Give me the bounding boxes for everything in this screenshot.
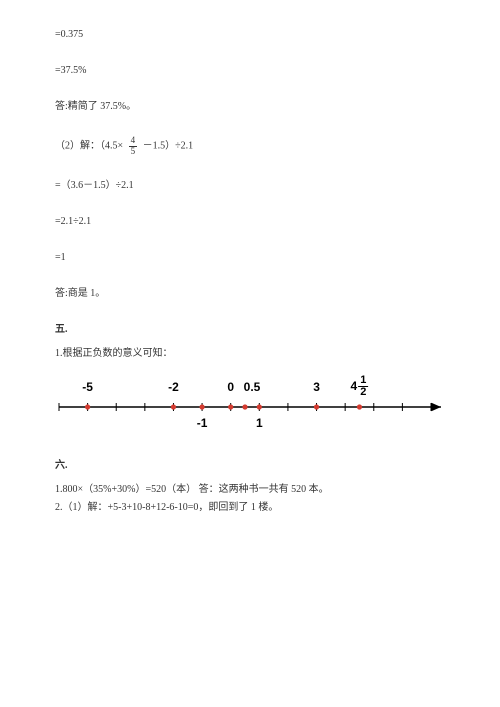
number-line-label: 0: [227, 379, 234, 396]
problem-2-intro: （2）解：（4.5× 4 5 －1.5）÷2.1: [55, 136, 445, 157]
number-line-diagram: -5-2-100.513412: [55, 379, 445, 437]
calc-step: =37.5%: [55, 64, 445, 78]
denominator: 5: [129, 147, 138, 157]
fraction-4-5: 4 5: [129, 136, 138, 157]
answer-line: 答:商是 1。: [55, 287, 445, 301]
number-line-label: -1: [197, 415, 208, 432]
section-5-item: 1.根据正负数的意义可知：: [55, 347, 445, 361]
number-line-label-fraction: 412: [351, 375, 369, 398]
calc-step: =0.375: [55, 28, 445, 42]
section-6-item: 2.（1）解：+5-3+10-8+12-6-10=0，即回到了 1 楼。: [55, 501, 445, 515]
number-line-label: -2: [168, 379, 179, 396]
section-5-head: 五.: [55, 323, 445, 337]
number-line-label: 3: [313, 379, 320, 396]
number-line-label: 1: [256, 415, 263, 432]
text: －1.5）÷2.1: [143, 141, 194, 152]
number-line-label: -5: [82, 379, 93, 396]
text: （2）解：（4.5×: [55, 141, 123, 152]
answer-line: 答:精简了 37.5%。: [55, 100, 445, 114]
section-6-item: 1.800×（35%+30%）=520（本） 答：这两种书一共有 520 本。: [55, 483, 445, 497]
calc-step: =2.1÷2.1: [55, 215, 445, 229]
calc-step: =（3.6－1.5）÷2.1: [55, 179, 445, 193]
number-line-label: 0.5: [244, 379, 261, 396]
section-6-head: 六.: [55, 459, 445, 473]
calc-step: =1: [55, 251, 445, 265]
